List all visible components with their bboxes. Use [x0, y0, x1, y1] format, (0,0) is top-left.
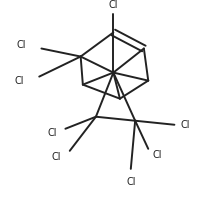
Text: Cl: Cl [47, 128, 57, 138]
Text: Cl: Cl [14, 76, 24, 86]
Text: Cl: Cl [126, 177, 136, 187]
Text: Cl: Cl [51, 152, 61, 162]
Text: Cl: Cl [181, 120, 191, 130]
Text: Cl: Cl [153, 150, 162, 160]
Text: Cl: Cl [109, 0, 118, 10]
Text: Cl: Cl [17, 40, 26, 50]
